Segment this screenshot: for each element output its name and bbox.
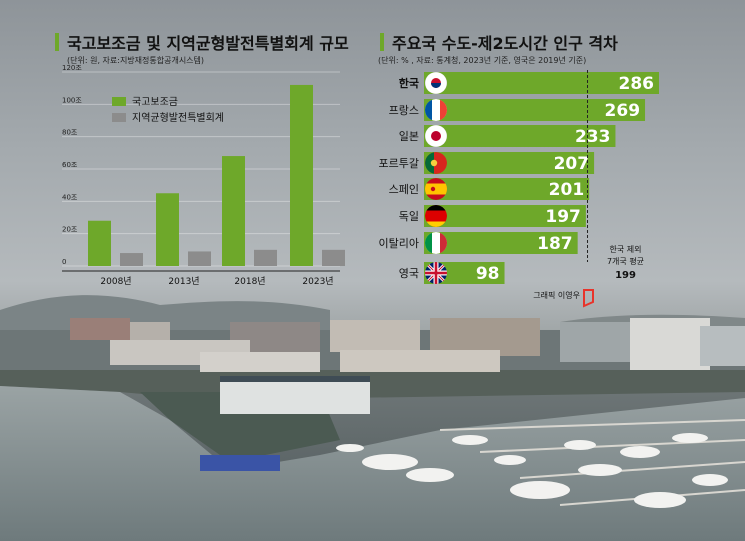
germany-flag-icon [425, 205, 447, 227]
bars: 286 한국 269 프랑스 233 일본 207 포르투갈 201 스페인 197 독일 187 이탈리… [379, 72, 659, 284]
value-label: 187 [537, 234, 573, 254]
chart-title: 주요국 수도-제2도시간 인구 격차 [392, 34, 618, 53]
legend: 국고보조금 지역균형발전특별회계 [112, 96, 224, 124]
bar [424, 232, 578, 254]
bar-balance-fund [188, 251, 211, 266]
y-tick-label: 20조 [62, 226, 78, 234]
terminal-roof [220, 376, 370, 382]
y-tick-label: 40조 [62, 193, 78, 201]
x-tick-label: 2018년 [234, 276, 265, 287]
y-tick-label: 80조 [62, 129, 78, 137]
bars [88, 84, 345, 266]
x-tick-label: 2008년 [100, 276, 131, 287]
bar [424, 205, 586, 227]
building [330, 320, 420, 352]
title-accent-bar [380, 33, 384, 51]
building [560, 322, 630, 362]
x-tick-label: 2013년 [168, 276, 199, 287]
dock-line [439, 419, 745, 431]
country-label: 이탈리아 [379, 237, 419, 250]
chart-title: 국고보조금 및 지역균형발전특별회계 규모 [67, 34, 349, 53]
legend-swatch-balance-fund [112, 113, 126, 122]
chart-subtitle: (단위: 원, 자료:지방재정통합공개시스템) [67, 55, 204, 65]
country-label: 프랑스 [389, 104, 419, 117]
annotation-value: 199 [615, 270, 636, 281]
bar [424, 125, 616, 147]
country-label: 일본 [399, 129, 419, 143]
country-label: 스페인 [389, 183, 419, 196]
korea-flag-icon [425, 72, 447, 94]
apartment-building [630, 318, 710, 378]
value-label: 98 [476, 264, 500, 284]
bar-subsidy [88, 220, 111, 266]
building [70, 318, 130, 340]
boats [336, 433, 728, 508]
bar [424, 99, 646, 121]
average-annotation: 한국 제외 7개국 평균 199 [607, 244, 644, 281]
spain-flag-icon [425, 178, 447, 200]
country-label: 한국 [399, 76, 419, 90]
bar [424, 178, 590, 200]
dock-line [479, 439, 745, 453]
credit: 그래픽 이영우 [533, 289, 594, 308]
france-flag-icon [425, 99, 447, 121]
credit-text: 그래픽 이영우 [533, 290, 580, 300]
y-tick-label: 120조 [62, 64, 82, 72]
country-label: 포르투갈 [379, 156, 419, 170]
floating-dock [200, 455, 280, 471]
y-tick-label: 100조 [62, 96, 82, 104]
country-label: 영국 [399, 267, 419, 280]
bar-balance-fund [254, 249, 277, 266]
legend-label-subsidy: 국고보조금 [132, 96, 178, 108]
mall [340, 350, 500, 372]
y-tick-label: 0 [62, 258, 66, 266]
building [430, 318, 540, 356]
logo-icon [583, 289, 594, 308]
chart-subtitle: (단위: % , 자료: 통계청, 2023년 기준, 영국은 2019년 기준… [378, 55, 586, 65]
building [700, 326, 745, 366]
bar-balance-fund [322, 249, 345, 266]
bar-balance-fund [120, 253, 143, 266]
japan-flag-icon [425, 125, 447, 147]
value-label: 197 [545, 207, 581, 227]
legend-label-balance-fund: 지역균형발전특별회계 [132, 112, 224, 124]
x-tick-label: 2023년 [302, 276, 333, 287]
value-label: 207 [554, 154, 590, 174]
value-label: 233 [575, 127, 611, 147]
building [130, 322, 170, 340]
bar-subsidy [156, 193, 179, 266]
italy-flag-icon [425, 232, 447, 254]
portugal-flag-icon [425, 152, 447, 174]
dock-line [519, 461, 745, 479]
country-label: 독일 [399, 209, 419, 223]
annotation-line-1: 한국 제외 [610, 244, 642, 254]
bar [424, 72, 659, 94]
y-tick-label: 60조 [62, 161, 78, 169]
bar-subsidy [222, 156, 245, 266]
value-label: 286 [619, 74, 655, 94]
mall [200, 352, 320, 372]
value-label: 269 [605, 101, 641, 121]
value-label: 201 [549, 180, 585, 200]
annotation-line-2: 7개국 평균 [607, 256, 644, 266]
title-accent-bar [55, 33, 59, 51]
x-axis: 2008년 2013년 2018년 2023년 [62, 270, 340, 287]
bar [424, 152, 595, 174]
uk-flag-icon [425, 262, 447, 284]
terminal [220, 380, 370, 414]
bar-subsidy [290, 84, 313, 266]
legend-swatch-subsidy [112, 97, 126, 106]
